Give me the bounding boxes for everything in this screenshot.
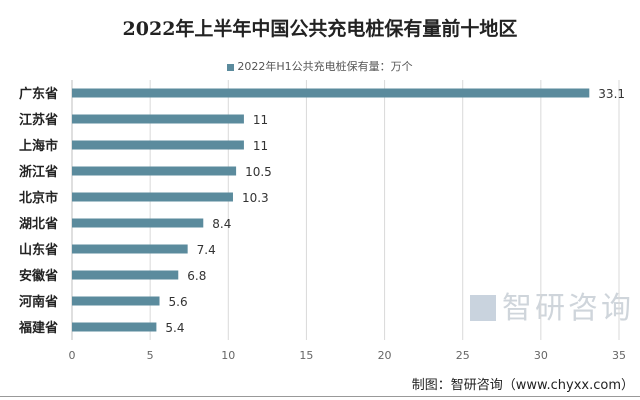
data-label: 11: [253, 139, 268, 153]
category-label: 山东省: [19, 242, 58, 258]
data-label: 33.1: [598, 87, 625, 101]
x-tick-label: 35: [612, 349, 626, 362]
category-label: 江苏省: [19, 112, 58, 128]
x-tick-label: 5: [147, 349, 154, 362]
x-tick-label: 0: [69, 349, 76, 362]
watermark-text: 智研咨询: [502, 291, 634, 326]
watermark: 智研咨询: [470, 292, 634, 326]
bar: [72, 88, 590, 98]
x-tick-label: 20: [378, 349, 392, 362]
bar: [72, 192, 233, 202]
data-label: 10.3: [242, 191, 269, 205]
category-label: 湖北省: [19, 216, 58, 232]
category-label: 北京市: [19, 190, 58, 206]
bar: [72, 296, 160, 306]
data-label: 10.5: [245, 165, 272, 179]
x-tick-label: 15: [299, 349, 313, 362]
category-label: 上海市: [19, 138, 58, 154]
divider: [0, 396, 640, 397]
data-label: 6.8: [187, 269, 206, 283]
bar: [72, 114, 244, 124]
chart-title: 2022年上半年中国公共充电桩保有量前十地区: [122, 18, 518, 40]
bar: [72, 166, 237, 176]
x-tick-label: 25: [456, 349, 470, 362]
data-label: 7.4: [197, 243, 216, 257]
legend: 2022年H1公共充电桩保有量：万个: [0, 58, 640, 74]
category-label: 安徽省: [19, 268, 58, 284]
legend-swatch: [227, 63, 235, 71]
watermark-logo-icon: [470, 295, 496, 321]
bar: [72, 322, 157, 332]
category-label: 福建省: [18, 320, 58, 336]
x-tick-label: 30: [534, 349, 548, 362]
data-label: 5.4: [165, 321, 184, 335]
bar: [72, 140, 244, 150]
data-label: 8.4: [212, 217, 231, 231]
x-tick-label: 10: [221, 349, 235, 362]
bar: [72, 270, 179, 280]
category-label: 河南省: [19, 294, 58, 310]
data-label: 5.6: [169, 295, 188, 309]
category-label: 浙江省: [19, 164, 58, 180]
source-note: 制图：智研咨询（www.chyxx.com）: [411, 378, 634, 393]
category-label: 广东省: [19, 86, 58, 102]
legend-label: 2022年H1公共充电桩保有量：万个: [237, 60, 413, 73]
bar: [72, 218, 204, 228]
data-label: 11: [253, 113, 268, 127]
bar: [72, 244, 188, 254]
